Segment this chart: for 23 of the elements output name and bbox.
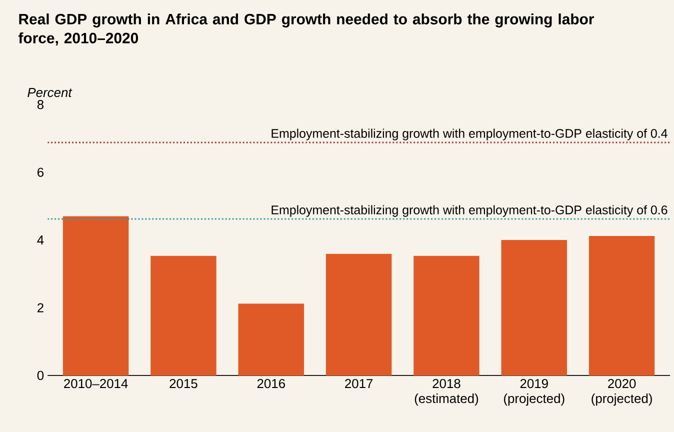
y-tick-label: 0 xyxy=(37,370,44,380)
y-tick-label: 2 xyxy=(38,303,44,312)
y-tick-label: 6 xyxy=(38,168,44,177)
ref-line-label: Employment-stabilizing growth with employment-to-GDP elasticity of 0.6 xyxy=(272,205,668,217)
bar xyxy=(326,254,392,376)
bar xyxy=(238,304,304,376)
x-tick-label: 2019 (projected) xyxy=(504,378,564,406)
x-tick-label: 2010–2014 xyxy=(64,378,128,388)
y-axis-title: Percent xyxy=(28,88,72,97)
x-tick-label: 2015 xyxy=(170,378,198,388)
x-tick-label: 2017 xyxy=(345,378,373,388)
x-tick-label: 2018 (estimated) xyxy=(414,378,478,406)
bar xyxy=(501,240,568,376)
x-tick-label: 2020 (projected) xyxy=(592,378,652,406)
y-tick-label: 4 xyxy=(37,235,44,244)
x-tick-label: 2016 xyxy=(257,378,285,388)
y-tick-label: 8 xyxy=(37,100,44,110)
bar xyxy=(414,256,480,376)
bar xyxy=(150,256,216,376)
chart-title: Real GDP growth in Africa and GDP growth needed to absorb the growing labor force, 2010–2020 xyxy=(18,13,594,46)
ref-line-label: Employment-stabilizing growth with employment-to-GDP elasticity of 0.4 xyxy=(272,128,668,140)
bar xyxy=(588,236,655,376)
bar xyxy=(62,216,129,376)
